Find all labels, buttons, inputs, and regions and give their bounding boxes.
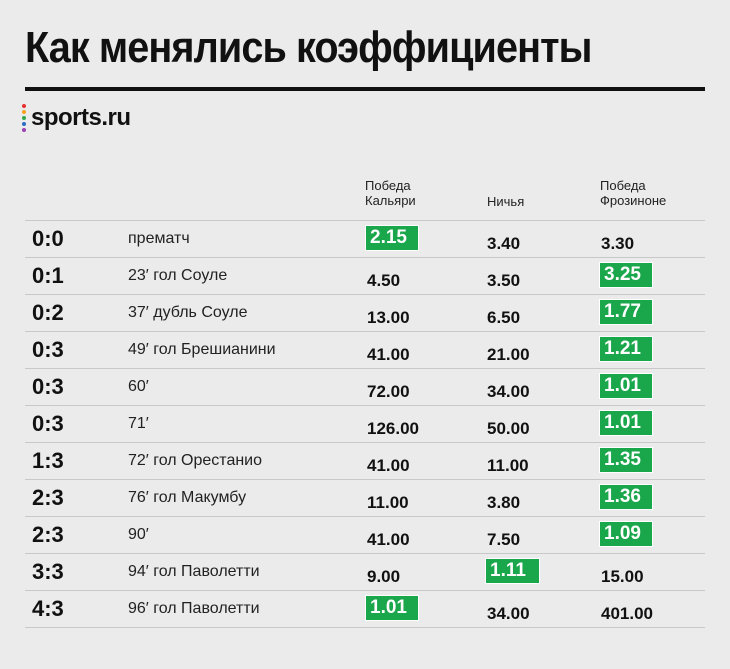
row-score: 1:3 <box>32 448 64 473</box>
odd-draw: 50.00 <box>487 419 530 438</box>
odd-draw: 3.50 <box>487 271 521 290</box>
header-draw: Ничья <box>487 194 525 209</box>
odd-draw: 7.50 <box>487 530 521 549</box>
title-divider <box>25 87 705 91</box>
row-event: 96′ гол Паволетти <box>128 600 260 617</box>
row-score: 0:2 <box>32 300 64 325</box>
row-score: 0:3 <box>32 337 64 362</box>
row-event: 71′ <box>128 415 149 432</box>
odd-home: 13.00 <box>367 308 410 327</box>
odd-home: 72.00 <box>367 382 410 401</box>
odd-away: 1.21 <box>599 336 653 362</box>
row-divider <box>25 516 705 517</box>
odd-away: 3.25 <box>599 262 653 288</box>
row-divider <box>25 479 705 480</box>
odd-away: 1.35 <box>599 447 653 473</box>
odd-home: 2.15 <box>365 225 419 251</box>
row-event: 76′ гол Макумбу <box>128 489 247 506</box>
row-event: 37′ дубль Соуле <box>128 304 248 321</box>
odd-draw: 34.00 <box>487 604 530 623</box>
odd-draw: 3.40 <box>487 234 521 253</box>
odd-draw: 1.11 <box>485 558 540 584</box>
row-score: 3:3 <box>32 559 64 584</box>
row-score: 2:3 <box>32 485 64 510</box>
logo-dot <box>22 116 26 120</box>
logo-dot <box>22 128 26 132</box>
header-home-win: Победа Кальяри <box>365 178 416 208</box>
odd-home: 41.00 <box>367 456 410 475</box>
row-score: 0:0 <box>32 226 64 251</box>
odd-away: 1.36 <box>599 484 653 510</box>
odd-away: 1.01 <box>599 373 653 399</box>
header-away-win: Победа Фрозиноне <box>600 178 667 208</box>
page-title: Как менялись коэффициенты <box>25 23 592 72</box>
odd-home: 1.01 <box>365 595 419 621</box>
row-divider <box>25 331 705 332</box>
odd-draw: 11.00 <box>487 456 529 475</box>
odd-away: 1.77 <box>599 299 653 325</box>
logo-text: sports.ru <box>31 104 131 131</box>
logo-dot <box>22 122 26 126</box>
row-divider <box>25 442 705 443</box>
row-divider <box>25 220 705 221</box>
row-score: 0:3 <box>32 374 64 399</box>
row-event: 90′ <box>128 526 149 543</box>
row-score: 2:3 <box>32 522 64 547</box>
odd-home: 11.00 <box>367 493 409 512</box>
odd-home: 4.50 <box>367 271 401 290</box>
odd-draw: 6.50 <box>487 308 521 327</box>
row-event: прематч <box>128 230 190 247</box>
row-event: 49′ гол Брешианини <box>128 341 276 358</box>
odd-away: 401.00 <box>601 604 653 623</box>
odd-draw: 3.80 <box>487 493 521 512</box>
row-score: 4:3 <box>32 596 64 621</box>
row-divider <box>25 405 705 406</box>
odd-away: 1.01 <box>599 410 653 436</box>
odd-away: 15.00 <box>601 567 644 586</box>
row-divider <box>25 627 705 628</box>
row-score: 0:3 <box>32 411 64 436</box>
odd-draw: 34.00 <box>487 382 530 401</box>
odd-away: 1.09 <box>599 521 653 547</box>
logo-dot <box>22 104 26 108</box>
odd-home: 126.00 <box>367 419 419 438</box>
logo-dot <box>22 110 26 114</box>
sports-ru-logo: sports.ru <box>22 103 131 133</box>
row-divider <box>25 553 705 554</box>
row-divider <box>25 257 705 258</box>
odd-home: 41.00 <box>367 345 410 364</box>
odd-home: 9.00 <box>367 567 401 586</box>
row-divider <box>25 368 705 369</box>
row-score: 0:1 <box>32 263 64 288</box>
row-divider <box>25 590 705 591</box>
odd-away: 3.30 <box>601 234 635 253</box>
odd-home: 41.00 <box>367 530 410 549</box>
row-event: 23′ гол Соуле <box>128 267 228 284</box>
odd-draw: 21.00 <box>487 345 530 364</box>
row-event: 72′ гол Орестанио <box>128 452 263 469</box>
logo-dots-icon <box>22 104 26 132</box>
row-divider <box>25 294 705 295</box>
row-event: 60′ <box>128 378 149 395</box>
row-event: 94′ гол Паволетти <box>128 563 260 580</box>
